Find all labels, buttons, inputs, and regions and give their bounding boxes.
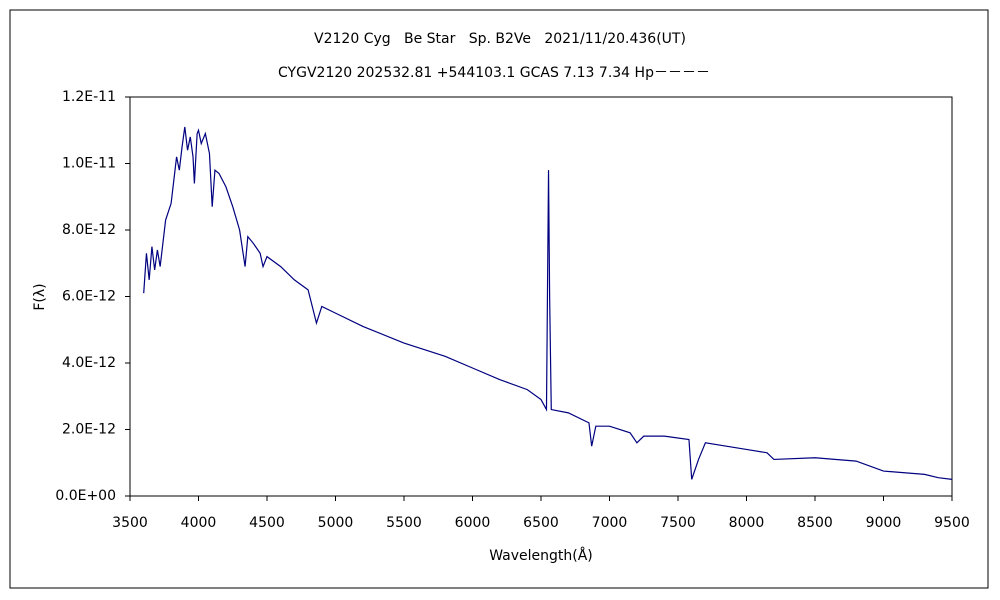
x-tick-label: 8500 [797,515,833,531]
chart-subtitle: CYGV2120 202532.81 +544103.1 GCAS 7.13 7… [278,65,710,81]
x-tick-label: 4500 [249,515,285,531]
y-tick-label: 8.0E-12 [62,222,116,238]
x-tick-label: 6500 [523,515,559,531]
y-tick-label: 1.0E-11 [62,156,116,172]
x-tick-label: 4000 [181,515,217,531]
y-axis-label: F(λ) [32,283,48,310]
chart-border [9,9,989,589]
x-tick-label: 3500 [112,515,148,531]
spectrum-line [143,126,953,480]
x-tick-label: 8000 [729,515,765,531]
y-tick-label: 6.0E-12 [62,289,116,305]
y-tick-label: 4.0E-12 [62,355,116,371]
x-axis-label: Wavelength(Å) [489,547,593,564]
x-tick-label: 9000 [866,515,902,531]
y-tick-label: 1.2E-11 [62,89,116,105]
x-tick-label: 9500 [934,515,970,531]
chart-title: V2120 Cyg Be Star Sp. B2Ve 2021/11/20.43… [314,31,686,47]
y-tick-label: 2.0E-12 [62,422,116,438]
x-tick-label: 7000 [592,515,628,531]
x-tick-label: 7500 [660,515,696,531]
y-tick-label: 0.0E+00 [55,488,116,504]
x-tick-label: 5000 [318,515,354,531]
x-tick-label: 5500 [386,515,422,531]
x-tick-label: 6000 [455,515,491,531]
